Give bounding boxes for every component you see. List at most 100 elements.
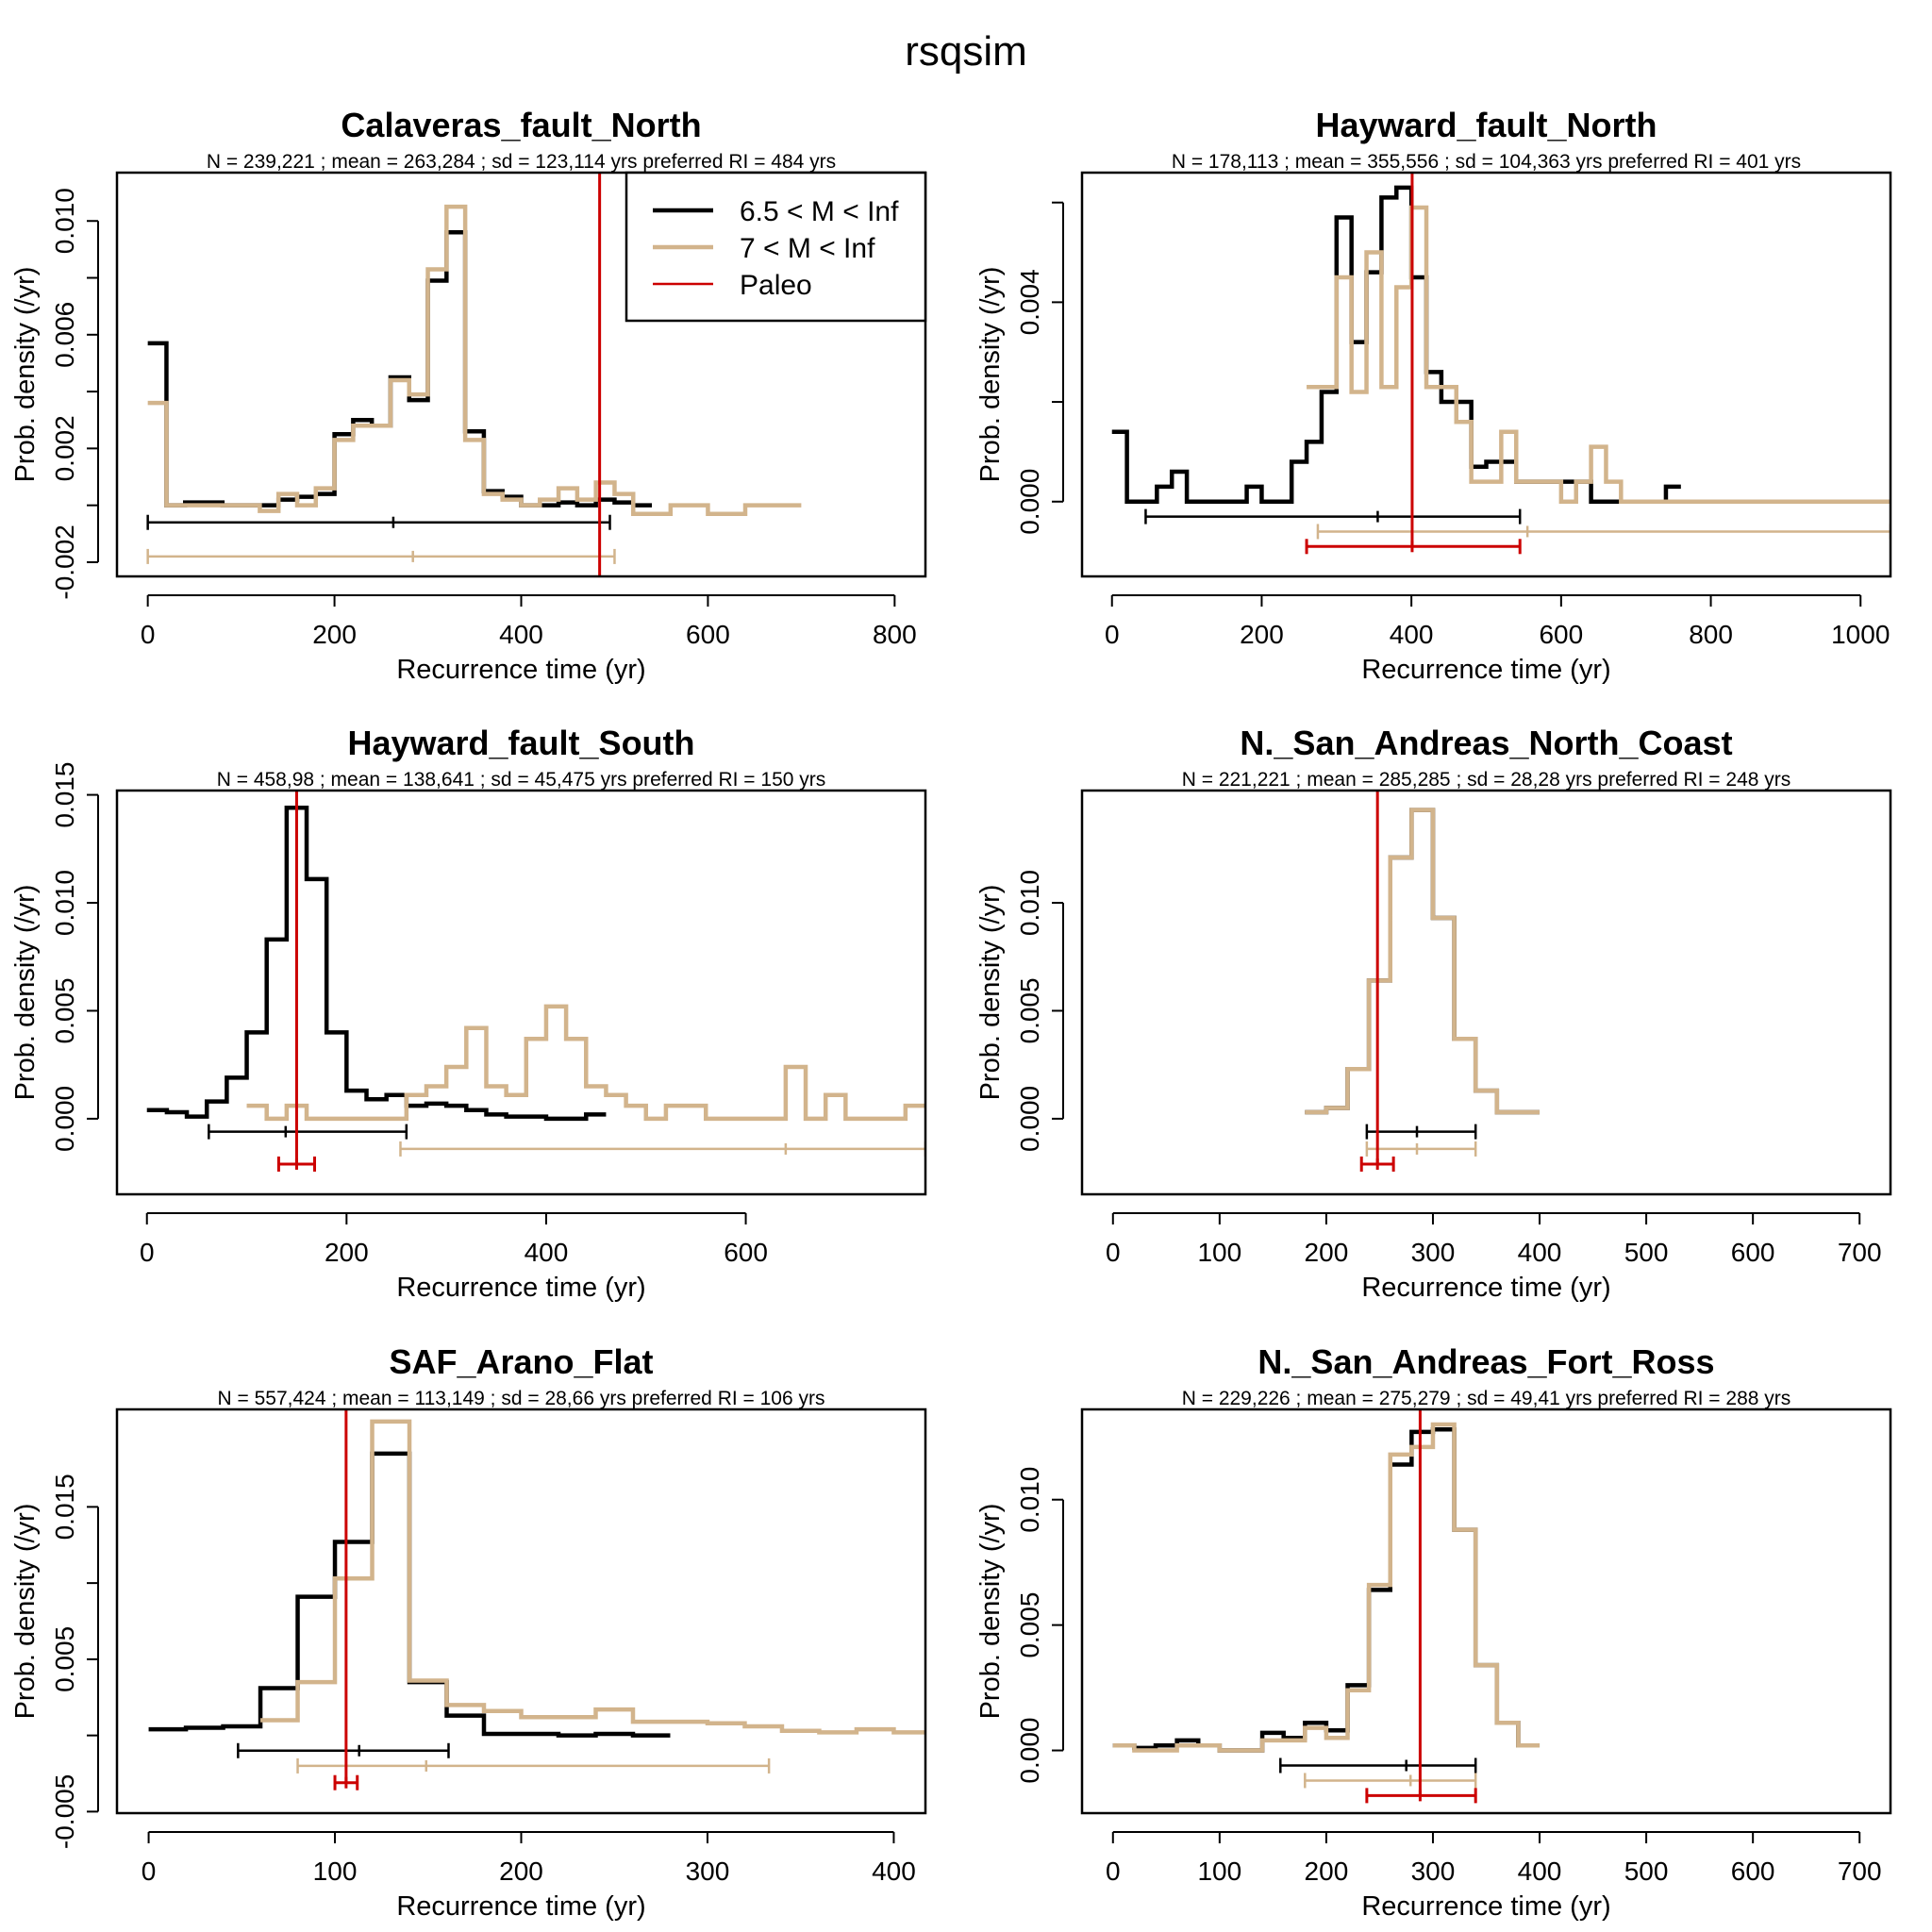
x-tick-label: 0 [1106, 1238, 1121, 1267]
chart-stats: N = 239,221 ; mean = 263,284 ; sd = 123,… [207, 151, 836, 173]
plot-area [146, 791, 925, 1172]
y-tick-label: 0.004 [1015, 269, 1044, 335]
chart-panel-6: N._San_Andreas_Fort_Ross N = 229,226 ; me… [975, 1342, 1892, 1922]
plot-frame [1080, 1407, 1892, 1815]
x-tick-label: 600 [1731, 1857, 1775, 1886]
series-line-2 [1305, 808, 1541, 1115]
legend: 6.5 < M < Inf 7 < M < Inf Paleo [625, 171, 927, 323]
y-axis-label: Prob. density (/yr) [10, 885, 41, 1101]
y-tick-label: 0.005 [1015, 1592, 1044, 1658]
x-axis-label: Recurrence time (yr) [1361, 1891, 1610, 1922]
x-tick-label: 800 [1689, 620, 1733, 649]
x-tick-label: 300 [1411, 1857, 1456, 1886]
plot-area [1111, 173, 1890, 555]
y-tick-label: 0.002 [50, 415, 79, 481]
series-line-1 [146, 806, 607, 1122]
chart-panel-3: Hayward_fault_South N = 458,98 ; mean = 1… [10, 724, 927, 1303]
plot-area [1112, 1409, 1541, 1804]
x-tick-label: 1000 [1831, 620, 1890, 649]
y-tick-label: 0.010 [50, 870, 79, 936]
y-tick-label: 0.015 [50, 762, 79, 828]
x-tick-label: 200 [499, 1857, 543, 1886]
y-tick-label: 0.000 [1015, 469, 1044, 535]
y-tick-label: 0.010 [1015, 870, 1044, 936]
chart-panel-4: N._San_Andreas_North_Coast N = 221,221 ; … [975, 724, 1892, 1303]
x-tick-label: 0 [1105, 620, 1120, 649]
y-axis-label: Prob. density (/yr) [975, 885, 1006, 1101]
chart-stats: N = 221,221 ; mean = 285,285 ; sd = 28,2… [1182, 769, 1791, 791]
x-tick-label: 600 [1731, 1238, 1775, 1267]
series-line-1 [147, 230, 653, 508]
x-axis-label: Recurrence time (yr) [396, 655, 645, 685]
x-tick-label: 200 [1305, 1857, 1349, 1886]
plot-area [148, 1409, 925, 1790]
x-tick-label: 400 [525, 1238, 569, 1267]
chart-title: Hayward_fault_South [347, 724, 694, 762]
y-tick-label: -0.002 [50, 525, 79, 599]
y-axis-label: Prob. density (/yr) [10, 267, 41, 483]
plot-frame [115, 171, 927, 578]
x-tick-label: 400 [1390, 620, 1434, 649]
y-axis-label: Prob. density (/yr) [10, 1504, 41, 1720]
plot-frame [115, 1407, 927, 1815]
legend-label: Paleo [740, 270, 812, 301]
x-tick-label: 700 [1838, 1238, 1882, 1267]
plot-frame [1080, 789, 1892, 1196]
plot-frame [1080, 171, 1892, 578]
chart-stats: N = 178,113 ; mean = 355,556 ; sd = 104,… [1172, 151, 1801, 173]
plot-area [146, 173, 802, 576]
x-tick-label: 100 [1197, 1238, 1241, 1267]
plot-frame [115, 789, 927, 1196]
x-tick-label: 400 [1518, 1238, 1562, 1267]
x-tick-label: 200 [325, 1238, 369, 1267]
x-tick-label: 500 [1624, 1857, 1669, 1886]
y-tick-label: 0.006 [50, 302, 79, 368]
x-tick-label: 600 [686, 620, 730, 649]
series-line-2 [147, 204, 802, 516]
series-line-2 [1112, 1422, 1541, 1753]
x-tick-label: 300 [686, 1857, 730, 1886]
y-tick-label: 0.005 [1015, 977, 1044, 1043]
x-tick-label: 0 [142, 1857, 157, 1886]
x-axis-label: Recurrence time (yr) [396, 1891, 645, 1922]
figure-title: rsqsim [905, 28, 1027, 75]
legend-label: 7 < M < Inf [740, 233, 875, 264]
x-tick-label: 400 [1518, 1857, 1562, 1886]
y-axis-label: Prob. density (/yr) [975, 267, 1006, 483]
x-tick-label: 500 [1624, 1238, 1669, 1267]
x-tick-label: 600 [724, 1238, 768, 1267]
x-tick-label: 200 [312, 620, 357, 649]
x-tick-label: 800 [873, 620, 917, 649]
y-tick-label: -0.005 [50, 1774, 79, 1849]
y-tick-label: 0.010 [50, 188, 79, 254]
x-axis-label: Recurrence time (yr) [396, 1273, 645, 1303]
chart-stats: N = 458,98 ; mean = 138,641 ; sd = 45,47… [217, 769, 826, 791]
series-line-2 [1307, 205, 1890, 504]
x-tick-label: 300 [1411, 1238, 1456, 1267]
chart-title: N._San_Andreas_Fort_Ross [1257, 1342, 1714, 1381]
series-line-1 [1305, 808, 1541, 1115]
y-tick-label: 0.000 [1015, 1718, 1044, 1784]
x-tick-label: 0 [141, 620, 156, 649]
x-tick-label: 100 [313, 1857, 358, 1886]
plot-area [1305, 791, 1541, 1172]
x-tick-label: 0 [140, 1238, 155, 1267]
chart-title: Calaveras_fault_North [341, 106, 701, 144]
x-tick-label: 600 [1539, 620, 1583, 649]
y-tick-label: 0.000 [1015, 1086, 1044, 1152]
legend-label: 6.5 < M < Inf [740, 196, 899, 227]
x-axis-label: Recurrence time (yr) [1361, 655, 1610, 685]
y-tick-label: 0.015 [50, 1474, 79, 1540]
series-line-2 [246, 1004, 925, 1122]
chart-panel-5: SAF_Arano_Flat N = 557,424 ; mean = 113,1… [10, 1342, 927, 1922]
chart-stats: N = 557,424 ; mean = 113,149 ; sd = 28,6… [218, 1388, 825, 1409]
chart-panel-1: Calaveras_fault_North N = 239,221 ; mean … [10, 106, 927, 685]
x-tick-label: 200 [1305, 1238, 1349, 1267]
y-tick-label: 0.000 [50, 1086, 79, 1152]
y-tick-label: 0.005 [50, 1626, 79, 1692]
y-tick-label: 0.005 [50, 977, 79, 1043]
chart-title: SAF_Arano_Flat [389, 1342, 653, 1381]
x-tick-label: 400 [872, 1857, 916, 1886]
y-axis-label: Prob. density (/yr) [975, 1504, 1006, 1720]
